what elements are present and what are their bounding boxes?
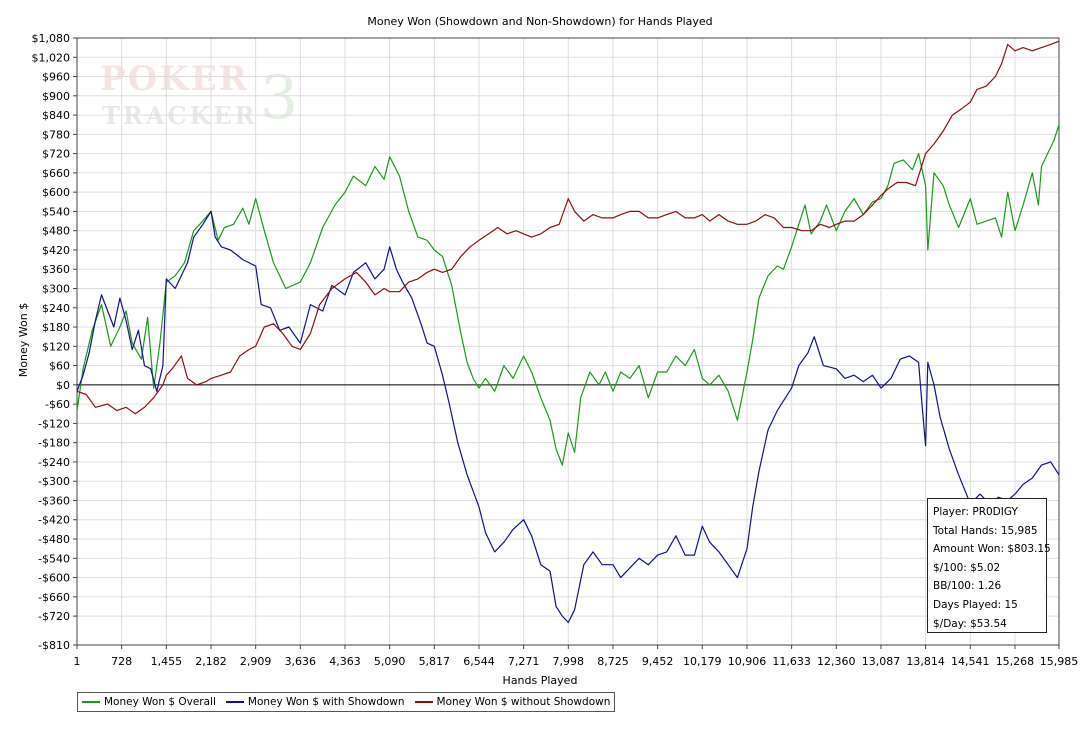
x-tick-label: 13,814 (906, 655, 945, 668)
x-tick-label: 1,455 (151, 655, 183, 668)
y-tick-label: -$120 (38, 417, 70, 430)
series-lines (76, 40, 1060, 624)
y-tick-label: $600 (42, 186, 70, 199)
legend-swatch-showdown (225, 701, 244, 703)
x-tick-label: 8,725 (597, 655, 629, 668)
series-line-showdown (76, 210, 1060, 624)
y-tick-label: $960 (42, 71, 70, 84)
y-tick-label: $540 (42, 205, 70, 218)
x-tick-label: 2,182 (195, 655, 227, 668)
x-tick-label: 10,179 (683, 655, 722, 668)
y-tick-label: -$180 (38, 437, 70, 450)
stat-amount-won: Amount Won: $803.15 (933, 543, 1051, 556)
series-line-overall (76, 124, 1060, 466)
y-axis-label: Money Won $ (17, 303, 30, 377)
x-tick-label: 11,633 (772, 655, 811, 668)
y-tick-label: -$360 (38, 494, 70, 507)
grid (77, 38, 1059, 645)
y-tick-label: $1,080 (32, 32, 71, 45)
x-tick-label: 5,090 (374, 655, 406, 668)
y-tick-label: $900 (42, 90, 70, 103)
y-tick-label: $60 (49, 360, 70, 373)
x-tick-label: 14,541 (951, 655, 990, 668)
x-tick-label: 7,271 (508, 655, 540, 668)
x-tick-label: 10,906 (728, 655, 767, 668)
series-line-non-showdown (76, 40, 1060, 415)
y-tick-label: $180 (42, 321, 70, 334)
y-tick-label: $360 (42, 263, 70, 276)
x-tick-label: 728 (111, 655, 132, 668)
y-tick-label: $780 (42, 128, 70, 141)
legend-item-showdown: Money Won $ with Showdown (225, 696, 405, 708)
y-tick-label: $120 (42, 340, 70, 353)
y-tick-label: $0 (56, 379, 70, 392)
stat-per-day: $/Day: $53.54 (933, 617, 1007, 630)
y-tick-label: -$540 (38, 552, 70, 565)
y-tick-label: $300 (42, 283, 70, 296)
y-tick-label: -$60 (45, 398, 70, 411)
y-tick-label: -$660 (38, 591, 70, 604)
x-tick-label: 4,363 (329, 655, 361, 668)
chart-title: Money Won (Showdown and Non-Showdown) fo… (367, 15, 712, 28)
x-tick-label: 9,452 (642, 655, 674, 668)
legend-label-overall: Money Won $ Overall (104, 696, 216, 708)
axes: -$810 -$720 -$660 -$600 -$540 -$480 -$420 -$360… (32, 32, 1079, 668)
y-tick-label: -$480 (38, 533, 70, 546)
legend-label-showdown: Money Won $ with Showdown (247, 696, 405, 708)
y-tick-label: $240 (42, 302, 70, 315)
y-tick-label: $480 (42, 225, 70, 238)
y-tick-label: -$810 (38, 639, 70, 652)
y-tick-label: $720 (42, 148, 70, 161)
y-tick-label: $660 (42, 167, 70, 180)
x-tick-label: 3,636 (285, 655, 317, 668)
x-tick-label: 12,360 (817, 655, 856, 668)
legend-swatch-non-showdown (414, 701, 433, 703)
y-tick-label: -$420 (38, 514, 70, 527)
y-tick-label: $840 (42, 109, 70, 122)
y-tick-label: -$720 (38, 610, 70, 623)
x-tick-label: 15,985 (1040, 655, 1079, 668)
chart-legend: Money Won $ Overall Money Won $ with Sho… (77, 692, 616, 712)
stat-days-played: Days Played: 15 (933, 598, 1018, 611)
legend-swatch-overall (82, 701, 100, 703)
x-tick-label: 13,087 (862, 655, 901, 668)
stat-per-100: $/100: $5.02 (933, 561, 1001, 574)
x-axis-label: Hands Played (503, 674, 578, 687)
player-stats-box: Player: PR0DIGY Total Hands: 15,985 Amou… (927, 498, 1051, 633)
y-tick-label: $1,020 (32, 51, 71, 64)
x-tick-label: 15,268 (996, 655, 1035, 668)
x-tick-label: 5,817 (419, 655, 451, 668)
stat-total-hands: Total Hands: 15,985 (933, 524, 1038, 537)
x-tick-label: 2,909 (240, 655, 272, 668)
y-tick-label: -$600 (38, 572, 70, 585)
legend-label-non-showdown: Money Won $ without Showdown (436, 696, 611, 708)
y-tick-label: -$300 (38, 475, 70, 488)
x-tick-label: 6,544 (463, 655, 495, 668)
legend-item-overall: Money Won $ Overall (82, 696, 216, 708)
stat-bb-per-100: BB/100: 1.26 (933, 580, 1002, 593)
y-tick-label: $420 (42, 244, 70, 257)
legend-item-non-showdown: Money Won $ without Showdown (414, 696, 611, 708)
stat-player: Player: PR0DIGY (933, 506, 1018, 518)
x-tick-label: 1 (74, 655, 81, 668)
y-tick-label: -$240 (38, 456, 70, 469)
x-tick-label: 7,998 (553, 655, 585, 668)
